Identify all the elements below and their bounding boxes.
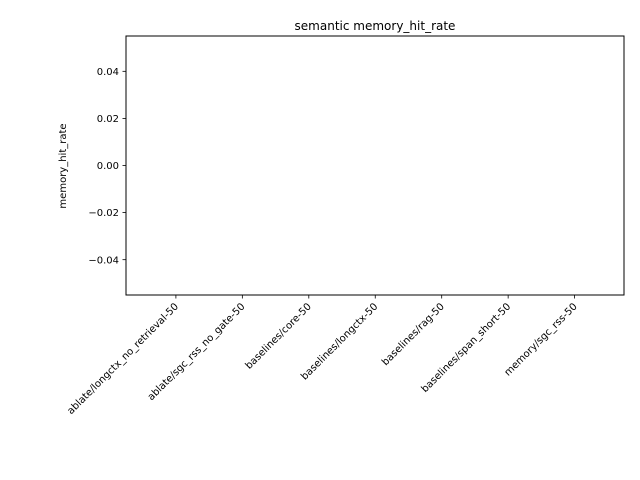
y-tick-label-0: −0.04	[88, 255, 119, 266]
y-tick-label-2: 0.00	[97, 161, 119, 172]
x-tick-label-0: ablate/longctx_no_retrieval-50	[65, 301, 181, 417]
plot-frame	[125, 35, 625, 296]
chart-title: semantic memory_hit_rate	[295, 19, 456, 33]
y-tick-label-4: 0.04	[97, 67, 119, 78]
x-tick-label-3: baselines/longctx-50	[299, 301, 380, 382]
y-tick-label-3: 0.02	[97, 114, 119, 125]
y-tick-label-1: −0.02	[88, 208, 119, 219]
y-axis-ticks: −0.04 −0.02 0.00 0.02 0.04	[88, 67, 126, 266]
x-axis-ticks: ablate/longctx_no_retrieval-50ablate/sgc…	[65, 295, 580, 417]
x-tick-label-6: memory/sgc_rss-50	[503, 301, 580, 378]
y-axis-label: memory_hit_rate	[58, 123, 69, 208]
x-tick-label-4: baselines/rag-50	[380, 301, 447, 368]
x-tick-label-2: baselines/core-50	[244, 301, 314, 371]
